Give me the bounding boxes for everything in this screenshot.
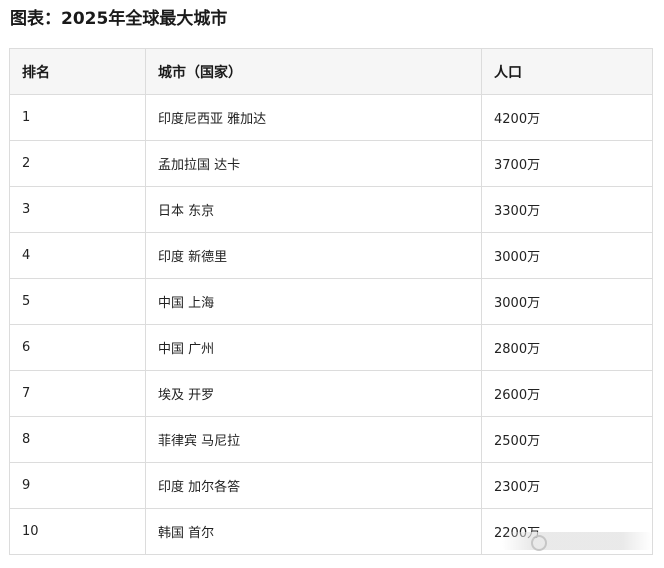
table-row: 1 印度尼西亚 雅加达 4200万 (9, 94, 653, 141)
cell-rank: 9 (9, 462, 146, 509)
table-row: 7 埃及 开罗 2600万 (9, 370, 653, 417)
cell-population: 2500万 (481, 416, 653, 463)
cell-city: 中国 广州 (145, 324, 482, 371)
cell-rank: 10 (9, 508, 146, 555)
table-row: 6 中国 广州 2800万 (9, 324, 653, 371)
page-title: 图表：2025年全球最大城市 (10, 9, 228, 29)
cell-city: 孟加拉国 达卡 (145, 140, 482, 187)
watermark (502, 532, 652, 550)
cell-population: 3000万 (481, 278, 653, 325)
header-rank: 排名 (9, 48, 146, 95)
cell-rank: 7 (9, 370, 146, 417)
cell-population: 2600万 (481, 370, 653, 417)
cell-city: 韩国 首尔 (145, 508, 482, 555)
cell-city: 日本 东京 (145, 186, 482, 233)
cell-rank: 4 (9, 232, 146, 279)
cell-population: 2800万 (481, 324, 653, 371)
cell-rank: 1 (9, 94, 146, 141)
header-population: 人口 (481, 48, 653, 95)
header-city: 城市（国家） (145, 48, 482, 95)
table-row: 9 印度 加尔各答 2300万 (9, 462, 653, 509)
city-population-table: 排名 城市（国家） 人口 1 印度尼西亚 雅加达 4200万 2 孟加拉国 达卡… (9, 48, 653, 555)
table-row: 2 孟加拉国 达卡 3700万 (9, 140, 653, 187)
cell-population: 3000万 (481, 232, 653, 279)
cell-city: 埃及 开罗 (145, 370, 482, 417)
cell-city: 印度尼西亚 雅加达 (145, 94, 482, 141)
table-row: 10 韩国 首尔 2200万 (9, 508, 653, 555)
cell-city: 中国 上海 (145, 278, 482, 325)
cell-rank: 8 (9, 416, 146, 463)
table-row: 8 菲律宾 马尼拉 2500万 (9, 416, 653, 463)
table-row: 3 日本 东京 3300万 (9, 186, 653, 233)
cell-city: 印度 新德里 (145, 232, 482, 279)
cell-population: 3700万 (481, 140, 653, 187)
cell-rank: 2 (9, 140, 146, 187)
cell-rank: 5 (9, 278, 146, 325)
cell-population: 3300万 (481, 186, 653, 233)
cell-population: 2300万 (481, 462, 653, 509)
table-row: 5 中国 上海 3000万 (9, 278, 653, 325)
watermark-icon (531, 535, 547, 551)
cell-city: 菲律宾 马尼拉 (145, 416, 482, 463)
cell-city: 印度 加尔各答 (145, 462, 482, 509)
cell-population: 4200万 (481, 94, 653, 141)
table-header-row: 排名 城市（国家） 人口 (9, 48, 653, 95)
cell-rank: 6 (9, 324, 146, 371)
cell-rank: 3 (9, 186, 146, 233)
table-row: 4 印度 新德里 3000万 (9, 232, 653, 279)
